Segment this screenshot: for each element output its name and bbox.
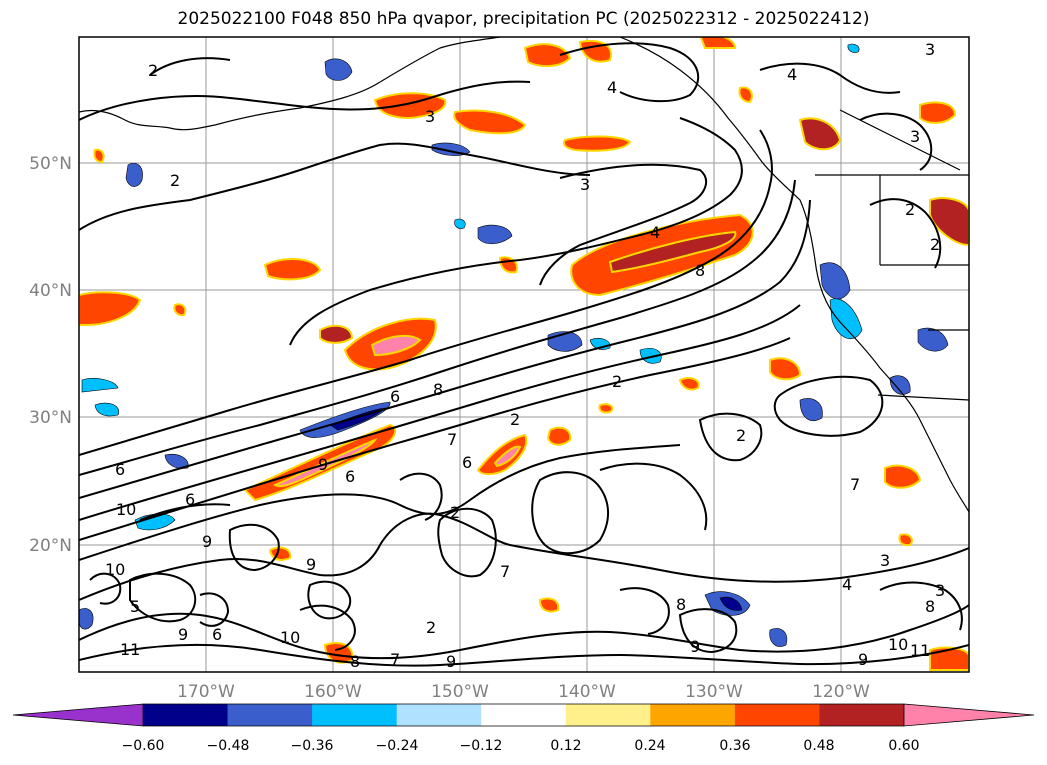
contour-label: 9 <box>858 650 868 669</box>
contour-label: 6 <box>115 460 125 479</box>
contour-label: 10 <box>105 560 125 579</box>
contour-label: 6 <box>345 467 355 486</box>
colorbar-tick-label: −0.36 <box>291 738 334 754</box>
lat-label-30n: 30°N <box>29 408 72 428</box>
colorbar-cell <box>227 704 313 726</box>
lon-label-130w: 130°W <box>685 682 743 702</box>
contour-label: 3 <box>935 581 945 600</box>
contour-label: 7 <box>390 650 400 669</box>
contour-label: 8 <box>676 595 686 614</box>
lon-label-120w: 120°W <box>812 682 870 702</box>
contour-label: 5 <box>130 597 140 616</box>
precipitation-negative-shading <box>79 43 949 647</box>
contour-label: 4 <box>650 223 660 242</box>
contour-label: 10 <box>280 628 300 647</box>
graticule <box>79 37 969 672</box>
contour-label: 2 <box>426 618 436 637</box>
contour-label: 2 <box>450 503 460 522</box>
contour-label: 9 <box>318 455 328 474</box>
colorbar-cell <box>481 704 567 726</box>
map-frame <box>78 36 970 673</box>
contour-label: 3 <box>925 40 935 59</box>
contour-label: 2 <box>510 410 520 429</box>
colorbar-cell <box>396 704 482 726</box>
colorbar-tick-label: 0.60 <box>888 738 919 754</box>
colorbar-ticks: −0.60 −0.48 −0.36 −0.24 −0.12 0.12 0.24 … <box>122 738 920 754</box>
qvapor-contours <box>79 42 969 667</box>
contour-label: 2 <box>612 372 622 391</box>
contour-label: 2 <box>170 171 180 190</box>
lon-label-150w: 150°W <box>431 682 489 702</box>
contour-label: 3 <box>425 107 435 126</box>
contour-label: 8 <box>695 261 705 280</box>
contour-label: 9 <box>306 555 316 574</box>
contour-label: 7 <box>447 430 457 449</box>
lon-label-140w: 140°W <box>558 682 616 702</box>
colorbar-cell <box>143 704 229 726</box>
contour-label: 4 <box>842 575 852 594</box>
colorbar-cell <box>819 704 905 726</box>
contour-label: 2 <box>930 235 940 254</box>
contour-labels: 2 2 3 4 4 3 3 3 2 2 4 8 6 8 2 2 6 10 9 6… <box>105 40 945 671</box>
contour-label: 7 <box>850 475 860 494</box>
contour-label: 6 <box>185 490 195 509</box>
contour-label: 2 <box>736 426 746 445</box>
lon-label-170w: 170°W <box>177 682 235 702</box>
colorbar: −0.60 −0.48 −0.36 −0.24 −0.12 0.12 0.24 … <box>12 703 1035 754</box>
contour-label: 3 <box>880 551 890 570</box>
colorbar-cell <box>565 704 651 726</box>
colorbar-cell <box>312 704 398 726</box>
contour-label: 8 <box>350 652 360 671</box>
colorbar-tick-label: 0.24 <box>634 738 665 754</box>
colorbar-tick-label: 0.12 <box>550 738 581 754</box>
coastlines <box>79 37 969 513</box>
contour-label: 4 <box>607 78 617 97</box>
colorbar-extend-max <box>903 703 1035 727</box>
longitude-labels: 170°W 160°W 150°W 140°W 130°W 120°W <box>177 682 870 702</box>
contour-label: 9 <box>690 637 700 656</box>
contour-label: 9 <box>446 652 456 671</box>
colorbar-extend-min <box>12 703 144 727</box>
lat-label-40n: 40°N <box>29 281 72 301</box>
colorbar-cell <box>734 704 820 726</box>
colorbar-tick-label: −0.60 <box>122 738 165 754</box>
colorbar-cell <box>650 704 736 726</box>
lon-label-160w: 160°W <box>304 682 362 702</box>
colorbar-tick-label: 0.48 <box>803 738 834 754</box>
contour-label: 2 <box>148 61 158 80</box>
contour-label: 10 <box>116 500 136 519</box>
contour-label: 10 <box>888 635 908 654</box>
lat-label-20n: 20°N <box>29 536 72 556</box>
contour-label: 9 <box>202 532 212 551</box>
contour-label: 11 <box>120 640 140 659</box>
precipitation-positive-shading <box>79 37 969 671</box>
contour-label: 8 <box>433 380 443 399</box>
contour-label: 6 <box>390 387 400 406</box>
contour-label: 9 <box>178 625 188 644</box>
lat-label-50n: 50°N <box>29 154 72 174</box>
contour-label: 4 <box>787 65 797 84</box>
latitude-labels: 50°N 40°N 30°N 20°N <box>29 154 72 556</box>
contour-label: 7 <box>500 562 510 581</box>
colorbar-tick-label: −0.12 <box>460 738 503 754</box>
map-title: 2025022100 F048 850 hPa qvapor, precipit… <box>177 9 870 29</box>
colorbar-tick-label: −0.48 <box>207 738 250 754</box>
contour-label: 11 <box>910 641 930 660</box>
contour-label: 6 <box>212 625 222 644</box>
colorbar-tick-label: −0.24 <box>376 738 419 754</box>
contour-label: 6 <box>462 453 472 472</box>
contour-label: 3 <box>910 127 920 146</box>
contour-label: 3 <box>580 175 590 194</box>
contour-label: 2 <box>905 200 915 219</box>
contour-label: 8 <box>925 597 935 616</box>
colorbar-tick-label: 0.36 <box>719 738 750 754</box>
